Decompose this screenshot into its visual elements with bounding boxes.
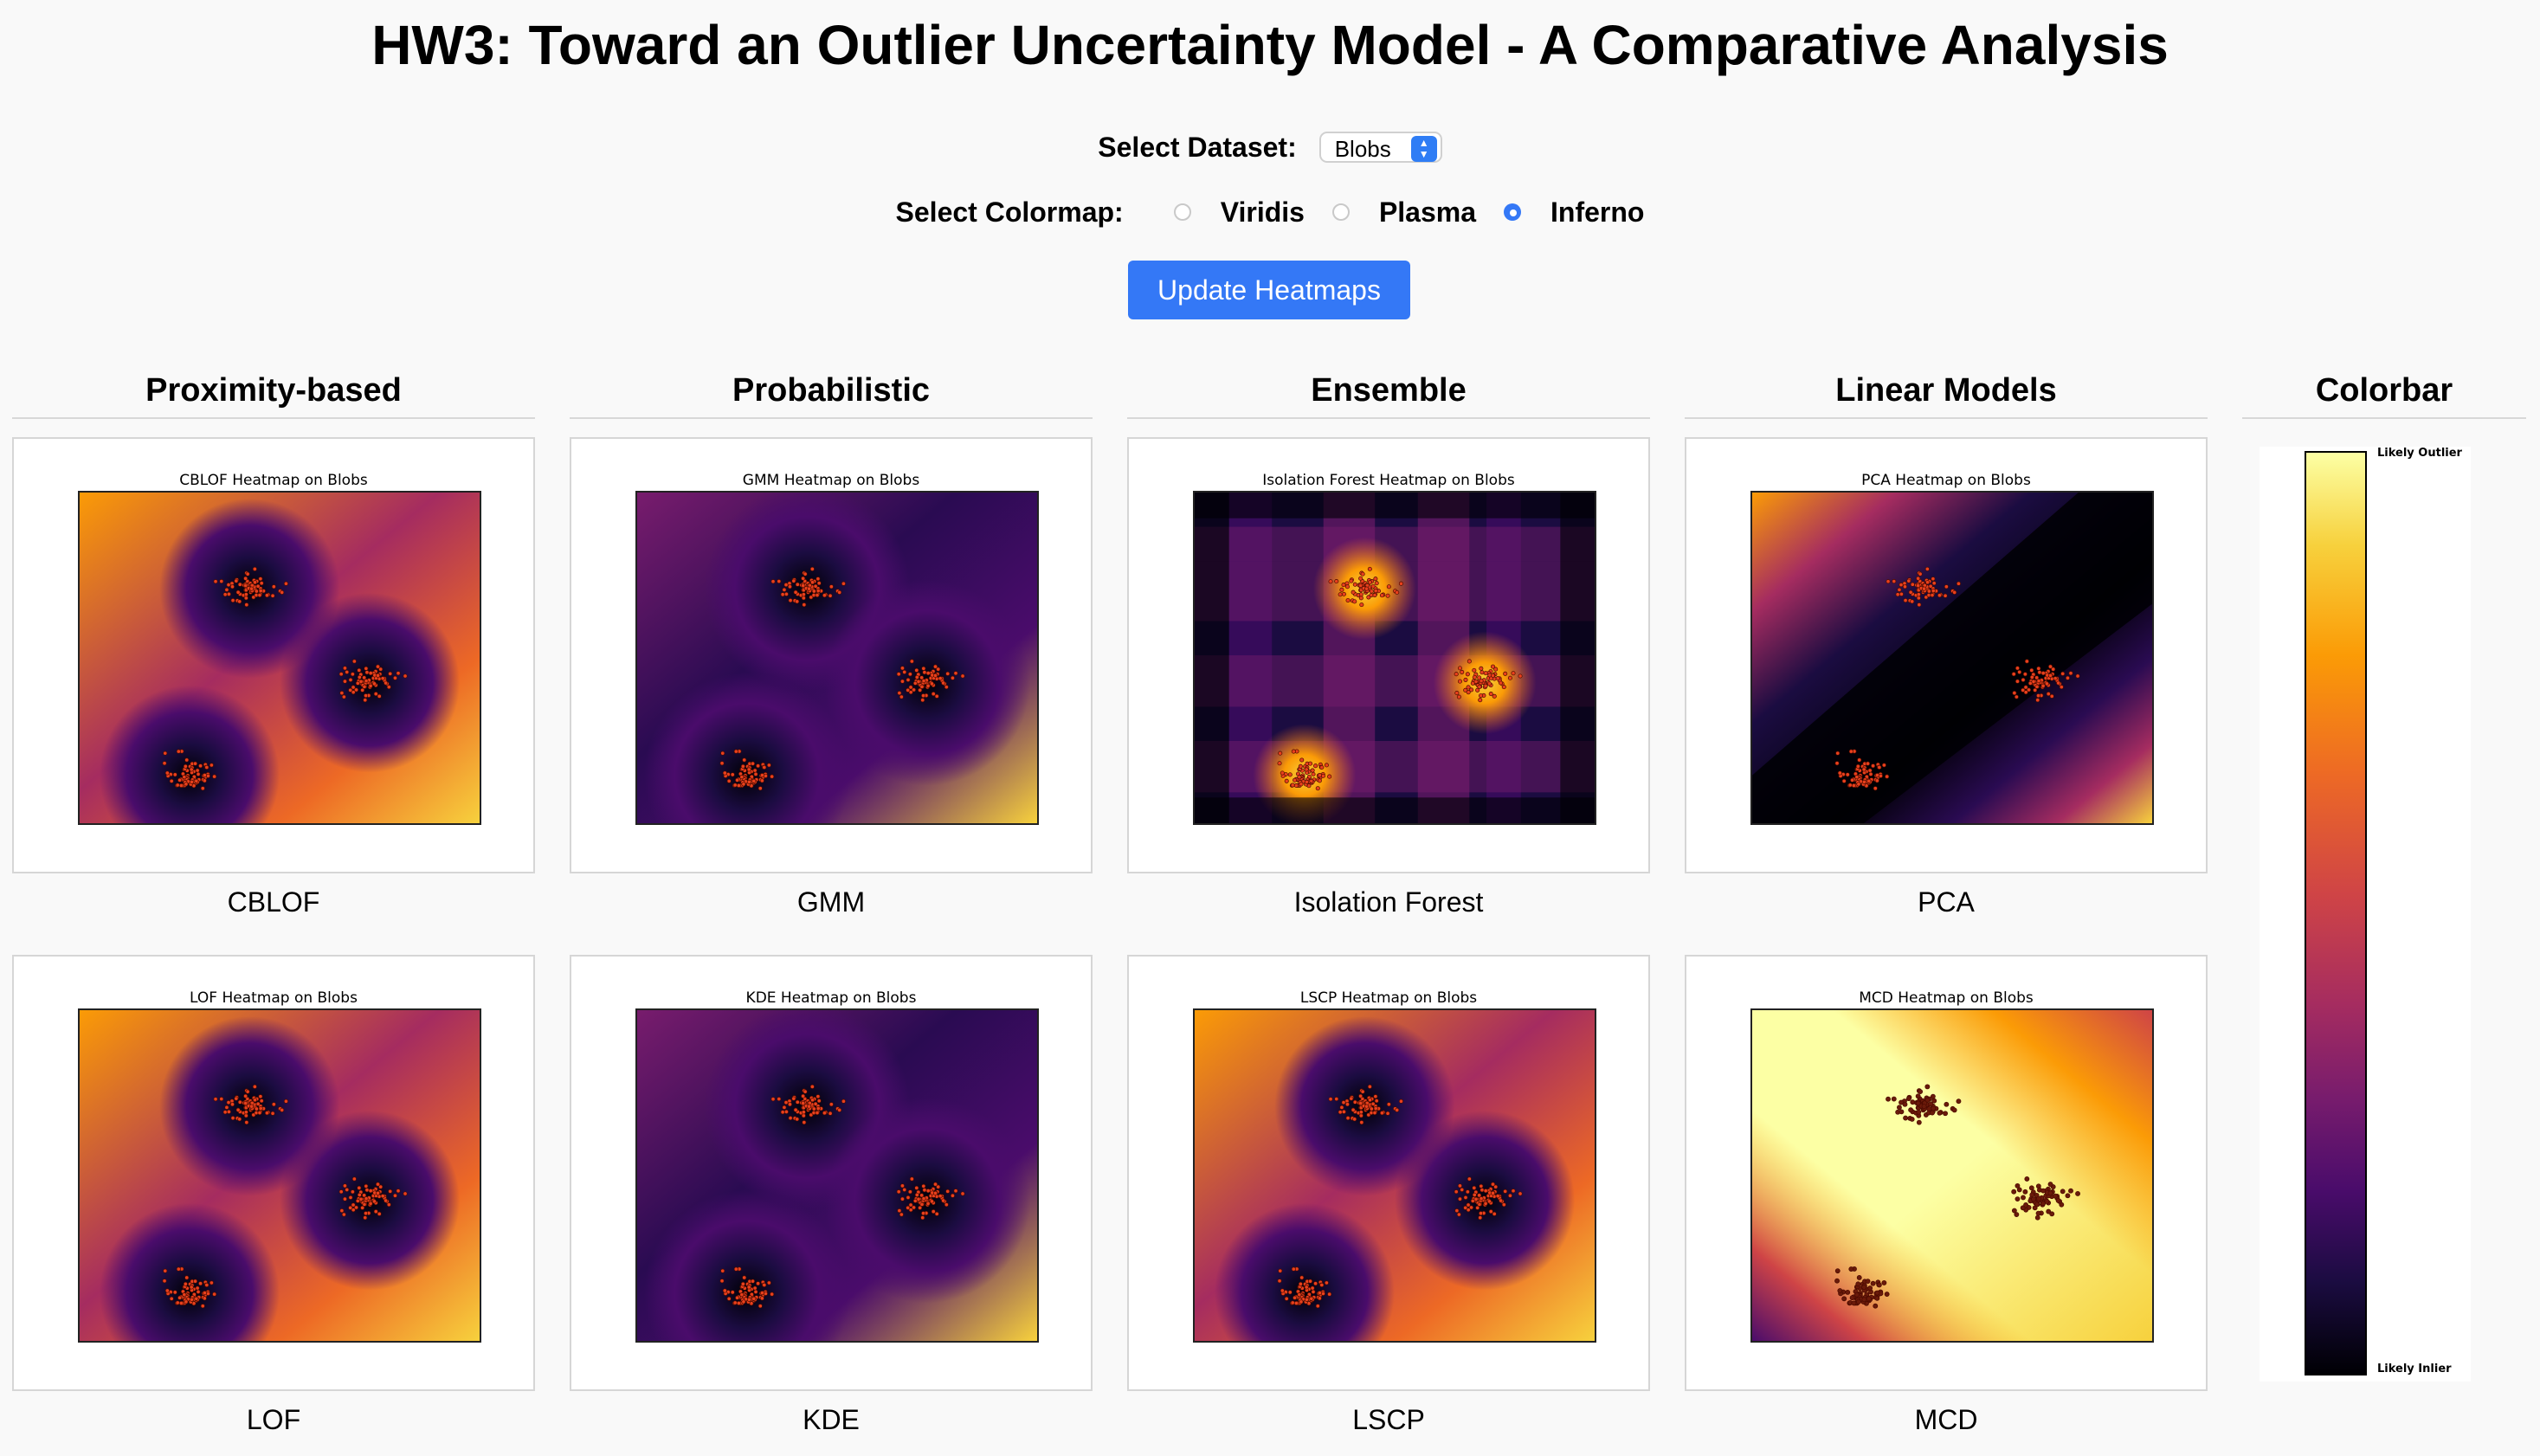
radio-inferno-label: Inferno [1550, 196, 1645, 228]
radio-inferno[interactable]: Inferno [1504, 196, 1644, 229]
model-label: KDE [803, 1404, 860, 1435]
data-points [162, 1084, 408, 1309]
plot-title: LSCP Heatmap on Blobs [1299, 989, 1478, 1007]
plot-title: MCD Heatmap on Blobs [1859, 989, 2034, 1007]
model-label: PCA [1918, 886, 1975, 918]
heatmap-card: KDE Heatmap on Blobs [570, 955, 1093, 1391]
heatmap-plot [635, 491, 1039, 825]
column-header-colorbar: Colorbar [2242, 364, 2526, 419]
data-points [719, 1084, 965, 1309]
data-points [1834, 1084, 2080, 1309]
plot-title: PCA Heatmap on Blobs [1861, 472, 2031, 489]
data-points [1277, 1084, 1523, 1309]
data-points [1277, 566, 1523, 791]
page-title: HW3: Toward an Outlier Uncertainty Model… [371, 14, 2169, 76]
update-heatmaps-button[interactable]: Update Heatmaps [1128, 261, 1410, 319]
heatmap-card: LOF Heatmap on Blobs [12, 955, 535, 1391]
model-label: MCD [1914, 1404, 1978, 1435]
dataset-select-value: Blobs [1334, 136, 1391, 162]
radio-viridis-label: Viridis [1220, 196, 1305, 228]
column-header-0: Proximity-based [12, 364, 535, 419]
heatmap-plot [1193, 491, 1596, 825]
plot-title: LOF Heatmap on Blobs [190, 989, 358, 1007]
select-arrows-icon: ▲ ▼ [1410, 136, 1437, 162]
heatmap-plot [1193, 1008, 1596, 1343]
heatmap-card: CBLOF Heatmap on Blobs [12, 437, 535, 873]
plot-title: KDE Heatmap on Blobs [745, 989, 917, 1007]
radio-plasma-label: Plasma [1378, 196, 1477, 228]
radio-plasma[interactable]: Plasma [1331, 196, 1477, 229]
heatmap-plot [1750, 491, 2154, 825]
plot-title: GMM Heatmap on Blobs [742, 472, 920, 489]
heatmap-plot [78, 491, 481, 825]
colorbar-panel: Likely Outlier Likely Inlier [2260, 447, 2471, 1382]
colorbar-bottom-label: Likely Inlier [2377, 1363, 2452, 1375]
colorbar-top-label: Likely Outlier [2377, 447, 2462, 460]
model-label: CBLOF [227, 886, 320, 918]
heatmap-card: MCD Heatmap on Blobs [1685, 955, 2208, 1391]
data-points [1834, 566, 2080, 791]
model-label: GMM [796, 886, 866, 918]
colormap-label: Select Colormap: [895, 196, 1124, 228]
heatmap-plot [78, 1008, 481, 1343]
heatmap-card: GMM Heatmap on Blobs [570, 437, 1093, 873]
colorbar-gradient [2305, 451, 2367, 1375]
model-label: LSCP [1352, 1404, 1425, 1435]
plot-title: Isolation Forest Heatmap on Blobs [1262, 472, 1515, 489]
plot-title: CBLOF Heatmap on Blobs [179, 472, 368, 489]
radio-viridis[interactable]: Viridis [1173, 196, 1305, 229]
radio-inferno-button[interactable] [1504, 203, 1522, 221]
dataset-label: Select Dataset: [1098, 131, 1297, 163]
heatmap-card: LSCP Heatmap on Blobs [1127, 955, 1650, 1391]
data-points [719, 566, 965, 791]
model-label: LOF [246, 1404, 301, 1435]
column-header-3: Linear Models [1685, 364, 2208, 419]
colormap-row: Select Colormap: Viridis Plasma Inferno [0, 190, 2540, 234]
column-header-1: Probabilistic [570, 364, 1093, 419]
column-header-2: Ensemble [1127, 364, 1650, 419]
heatmap-plot [635, 1008, 1039, 1343]
dataset-select[interactable]: Blobs ▲ ▼ [1318, 132, 1442, 163]
radio-viridis-button[interactable] [1173, 203, 1191, 221]
radio-plasma-button[interactable] [1331, 203, 1350, 221]
model-label: Isolation Forest [1293, 886, 1484, 918]
heatmap-card: PCA Heatmap on Blobs [1685, 437, 2208, 873]
heatmap-plot [1750, 1008, 2154, 1343]
heatmap-card: Isolation Forest Heatmap on Blobs [1127, 437, 1650, 873]
dataset-row: Select Dataset: Blobs ▲ ▼ [0, 126, 2540, 169]
data-points [162, 566, 408, 791]
